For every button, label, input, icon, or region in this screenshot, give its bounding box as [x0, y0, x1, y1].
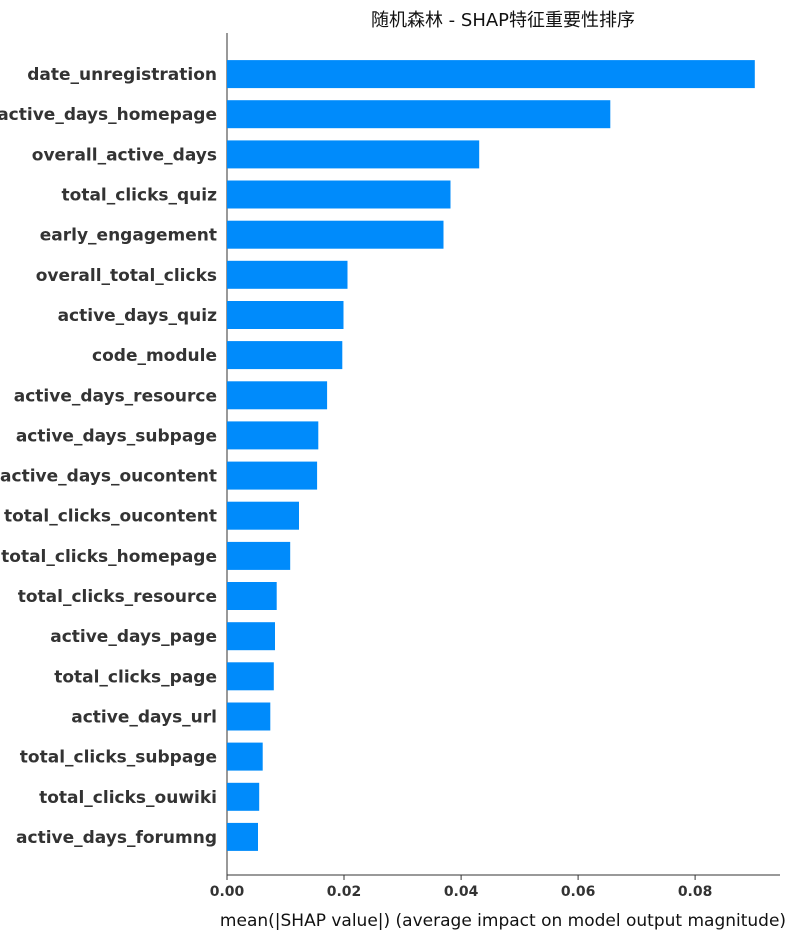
bar-active-days-homepage — [227, 100, 611, 129]
bar-active-days-oucontent — [227, 461, 318, 490]
feature-label-active-days-url: active_days_url — [71, 708, 217, 728]
bar-active-days-forumng — [227, 822, 258, 851]
feature-label-total-clicks-oucontent: total_clicks_oucontent — [4, 507, 217, 527]
chart-title: 随机森林 - SHAP特征重要性排序 — [371, 10, 635, 31]
bar-active-days-url — [227, 702, 271, 731]
bar-date-unregistration — [227, 60, 755, 89]
bar-overall-total-clicks — [227, 260, 348, 289]
feature-label-active-days-subpage: active_days_subpage — [16, 426, 217, 446]
feature-label-active-days-homepage: active_days_homepage — [0, 105, 217, 125]
x-tick-label: 0.02 — [327, 884, 362, 900]
x-axis-ticks: 0.00 0.02 0.04 0.06 0.08 — [210, 875, 713, 900]
bar-active-days-quiz — [227, 301, 344, 329]
x-tick-label: 0.08 — [678, 884, 713, 900]
bar-total-clicks-quiz — [227, 180, 451, 209]
bar-active-days-page — [227, 622, 275, 651]
feature-label-active-days-resource: active_days_resource — [14, 386, 217, 406]
feature-label-date-unregistration: date_unregistration — [27, 65, 217, 85]
x-tick-label: 0.04 — [444, 884, 479, 900]
feature-label-total-clicks-homepage: total_clicks_homepage — [1, 547, 217, 567]
feature-label-total-clicks-quiz: total_clicks_quiz — [62, 186, 218, 206]
bars-group — [227, 60, 755, 851]
bar-active-days-subpage — [227, 421, 319, 450]
bar-code-module — [227, 341, 343, 370]
feature-label-active-days-oucontent: active_days_oucontent — [0, 467, 217, 487]
feature-label-code-module: code_module — [92, 346, 217, 366]
x-tick-label: 0.00 — [210, 884, 245, 900]
bar-total-clicks-ouwiki — [227, 782, 260, 811]
feature-label-active-days-forumng: active_days_forumng — [16, 828, 217, 848]
feature-label-overall-total-clicks: overall_total_clicks — [36, 266, 217, 286]
bar-total-clicks-subpage — [227, 742, 263, 771]
feature-label-total-clicks-ouwiki: total_clicks_ouwiki — [39, 788, 217, 808]
bar-total-clicks-homepage — [227, 541, 291, 570]
feature-label-early-engagement: early_engagement — [40, 226, 217, 246]
feature-label-total-clicks-subpage: total_clicks_subpage — [20, 748, 217, 768]
bar-total-clicks-page — [227, 662, 274, 691]
feature-label-active-days-page: active_days_page — [50, 627, 217, 647]
feature-label-overall-active-days: overall_active_days — [32, 145, 217, 165]
bar-total-clicks-oucontent — [227, 501, 299, 530]
bar-overall-active-days — [227, 140, 480, 169]
x-tick-label: 0.06 — [561, 884, 596, 900]
bar-early-engagement — [227, 220, 444, 249]
bar-total-clicks-resource — [227, 582, 277, 610]
feature-label-active-days-quiz: active_days_quiz — [58, 306, 218, 326]
bar-active-days-resource — [227, 381, 328, 410]
feature-label-total-clicks-resource: total_clicks_resource — [18, 587, 217, 607]
feature-labels: date_unregistration active_days_homepageo… — [0, 65, 217, 848]
x-axis-title: mean(|SHAP value|) (average impact on mo… — [220, 911, 786, 931]
feature-label-total-clicks-page: total_clicks_page — [54, 667, 217, 687]
